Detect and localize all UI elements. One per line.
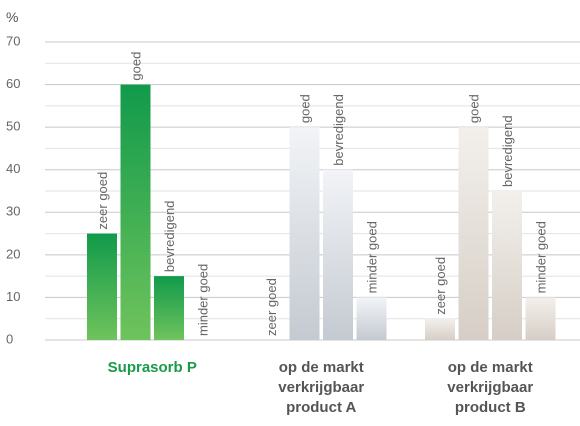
bar <box>120 84 151 340</box>
y-tick-label: 40 <box>6 161 20 176</box>
bar-label: goed <box>467 94 482 123</box>
bar-label: zeer goed <box>264 278 279 336</box>
bar <box>87 233 117 340</box>
bar <box>323 169 353 340</box>
y-tick-label: 30 <box>6 204 20 219</box>
bar-label: minder goed <box>365 221 380 293</box>
bar-label: bevredigend <box>500 115 515 187</box>
bar-label: zeer goed <box>95 172 110 230</box>
bar-label: bevredigend <box>162 201 177 273</box>
x-tick-label: op de markt verkrijgbaar product A <box>278 359 365 416</box>
y-tick-label: 70 <box>6 33 20 48</box>
bar <box>525 297 556 340</box>
bar-label: bevredigend <box>331 94 346 166</box>
bar-label: minder goed <box>534 221 549 293</box>
bar <box>289 127 320 341</box>
y-unit: % <box>6 9 18 25</box>
y-tick-label: 20 <box>6 246 20 261</box>
bar <box>356 297 387 340</box>
x-tick-label: op de markt verkrijgbaar product B <box>447 359 534 416</box>
y-tick-label: 60 <box>6 76 20 91</box>
bar <box>425 318 455 340</box>
y-tick-label: 50 <box>6 119 20 134</box>
bar-label: goed <box>298 94 313 123</box>
y-tick-label: 10 <box>6 289 20 304</box>
bar-label: zeer goed <box>433 257 448 315</box>
y-tick-label: 0 <box>6 331 13 346</box>
bar <box>458 127 489 341</box>
bar <box>492 191 522 340</box>
bar-label: minder goed <box>196 264 211 336</box>
bar <box>154 276 184 340</box>
x-tick-label: Suprasorb P <box>107 359 197 376</box>
bar-label: goed <box>129 52 144 81</box>
